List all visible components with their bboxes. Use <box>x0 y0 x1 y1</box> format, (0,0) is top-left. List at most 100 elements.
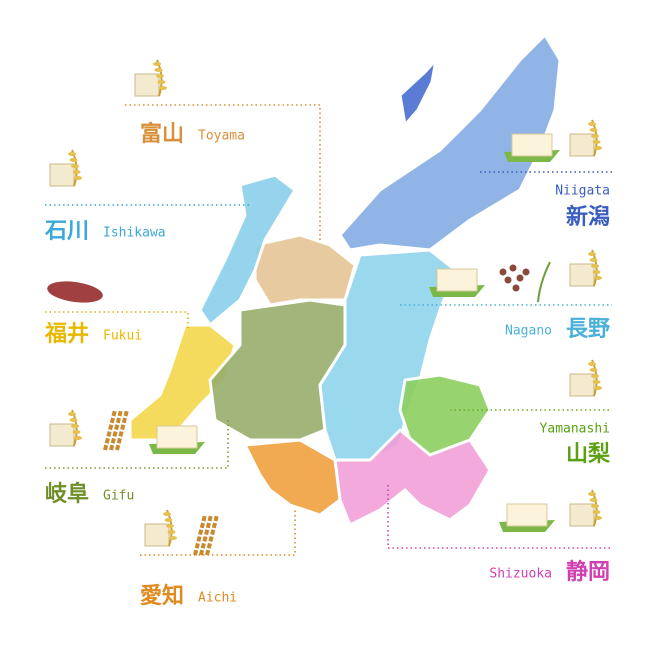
rice-grain <box>591 374 599 378</box>
rice-grain <box>169 536 177 540</box>
sado-island <box>398 58 438 127</box>
rice-grain <box>591 504 599 508</box>
rice-icon <box>569 489 602 527</box>
rice-grain <box>594 146 602 150</box>
product-icons <box>47 59 602 556</box>
rice-grain <box>594 516 602 520</box>
buckwheat-seed <box>509 264 517 272</box>
rice-grain <box>589 128 598 132</box>
rice-grain <box>592 510 601 514</box>
rice-box <box>49 163 75 187</box>
prefecture-kanji: 石川 <box>44 219 89 244</box>
prefecture-romaji: Nagano <box>505 324 552 339</box>
prefecture-romaji: Fukui <box>103 329 142 344</box>
regions <box>128 33 562 527</box>
prefecture-romaji: Toyama <box>198 129 245 144</box>
rice-grain <box>153 62 161 66</box>
shizuoka-lead <box>387 485 612 549</box>
prefecture-romaji: Niigata <box>555 184 610 199</box>
sweet-potato-icon <box>47 281 103 303</box>
buckwheat-seed <box>504 276 512 284</box>
shizuoka-region <box>333 428 492 527</box>
rice-grain <box>588 122 596 126</box>
rice-icon <box>144 509 177 547</box>
prefecture-romaji: Gifu <box>103 489 134 504</box>
rice-grain <box>589 498 598 502</box>
rice-grain <box>592 270 601 274</box>
buckwheat-icon <box>499 261 551 303</box>
rice-grain <box>589 368 598 372</box>
prefecture-romaji: Ishikawa <box>103 226 166 241</box>
wheat-stalk <box>109 409 123 451</box>
wheat-icon <box>193 514 219 556</box>
rice-grain <box>68 152 76 156</box>
rice-box <box>144 523 170 547</box>
rice-icon <box>134 59 167 97</box>
toyama-region <box>253 233 357 307</box>
tofu-icon <box>504 133 560 162</box>
aichi-region <box>243 438 342 517</box>
rice-box <box>569 133 595 157</box>
prefecture-kanji: 富山 <box>140 121 184 147</box>
rice-grain <box>164 518 173 522</box>
buckwheat-seed <box>522 268 530 276</box>
rice-icon <box>569 249 602 287</box>
rice-grain <box>69 158 78 162</box>
rice-icon <box>49 409 82 447</box>
buckwheat-seed <box>512 284 520 292</box>
wheat-stalk <box>103 409 117 451</box>
rice-grain <box>588 252 596 256</box>
wheat-stalk <box>205 514 219 556</box>
rice-grain <box>74 176 82 180</box>
rice-icon <box>569 119 602 157</box>
tofu-block <box>436 268 478 292</box>
rice-grain <box>588 492 596 496</box>
rice-grain <box>592 140 601 144</box>
tofu-block <box>156 425 198 449</box>
rice-grain <box>591 134 599 138</box>
rice-grain <box>71 424 79 428</box>
prefecture-kanji: 新潟 <box>566 204 610 230</box>
prefecture-romaji: Yamanashi <box>540 422 610 437</box>
prefecture-kanji: 長野 <box>566 317 610 342</box>
rice-box <box>569 503 595 527</box>
tofu-block <box>506 503 548 527</box>
tofu-icon <box>149 425 205 454</box>
rice-grain <box>71 164 79 168</box>
rice-box <box>134 73 160 97</box>
niigata-region <box>338 33 562 252</box>
rice-grain <box>68 412 76 416</box>
rice-grain <box>592 380 601 384</box>
prefecture-romaji: Shizuoka <box>489 567 552 582</box>
leader-lines <box>45 104 612 556</box>
rice-grain <box>163 512 171 516</box>
rice-grain <box>154 68 163 72</box>
rice-grain <box>588 362 596 366</box>
buckwheat-seed <box>499 268 507 276</box>
rice-grain <box>159 86 167 90</box>
buckwheat-seed <box>516 274 524 282</box>
rice-grain <box>591 264 599 268</box>
rice-grain <box>594 276 602 280</box>
rice-box <box>49 423 75 447</box>
rice-box <box>569 373 595 397</box>
prefecture-kanji: 静岡 <box>566 559 610 585</box>
rice-grain <box>157 80 166 84</box>
rice-grain <box>167 530 176 534</box>
labels: 富山 Toyama 石川 Ishikawa 福井 Fukui 岐阜 Gifu 愛知 Aichi 新潟… <box>44 121 610 609</box>
aichi-lead <box>140 510 296 556</box>
rice-grain <box>594 386 602 390</box>
rice-grain <box>166 524 174 528</box>
prefecture-kanji: 福井 <box>44 322 89 347</box>
rice-grain <box>74 436 82 440</box>
rice-icon <box>569 359 602 397</box>
wheat-icon <box>103 409 129 451</box>
tofu-icon <box>499 503 555 532</box>
prefecture-kanji: 愛知 <box>140 583 184 609</box>
prefecture-kanji: 山梨 <box>566 442 610 467</box>
rice-grain <box>156 74 164 78</box>
buckwheat-stem <box>537 261 551 303</box>
rice-grain <box>72 430 81 434</box>
rice-box <box>569 263 595 287</box>
